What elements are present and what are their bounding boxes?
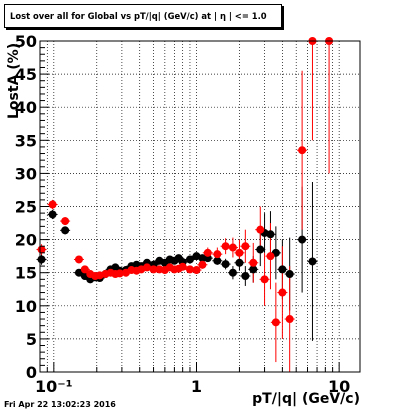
marker-black	[48, 210, 57, 219]
marker-black	[61, 226, 70, 235]
marker-red	[278, 288, 287, 297]
marker-red	[260, 275, 269, 284]
marker-black	[249, 265, 258, 274]
marker-black	[298, 235, 307, 244]
marker-red	[228, 243, 237, 252]
marker-black	[266, 230, 275, 239]
marker-red	[143, 263, 152, 272]
marker-red	[256, 225, 265, 234]
marker-black	[278, 265, 287, 274]
marker-red	[221, 242, 230, 251]
marker-red	[115, 269, 124, 278]
y-tick-label: 5	[26, 330, 37, 349]
marker-black	[285, 270, 294, 279]
marker-red	[178, 262, 187, 271]
marker-red	[80, 265, 89, 274]
marker-red	[61, 217, 70, 226]
marker-black	[185, 255, 194, 264]
marker-red	[285, 315, 294, 324]
y-axis-label: LostA (%)	[6, 42, 22, 119]
marker-red	[203, 248, 212, 257]
y-tick-label: 10	[15, 297, 37, 316]
marker-red	[249, 258, 258, 267]
marker-black	[213, 256, 222, 265]
marker-red	[192, 266, 201, 275]
y-tick-label: 35	[15, 131, 37, 150]
marker-black	[308, 257, 317, 266]
y-tick-label: 15	[15, 264, 37, 283]
marker-red	[185, 265, 194, 274]
x-tick-label: 1	[191, 377, 202, 396]
timestamp: Fri Apr 22 13:02:23 2016	[4, 400, 116, 409]
marker-red	[213, 250, 222, 259]
marker-red	[48, 200, 57, 209]
y-tick-label: 25	[15, 198, 37, 217]
y-tick-label: 20	[15, 231, 37, 250]
data-markers	[37, 37, 334, 327]
marker-red	[198, 260, 207, 269]
marker-red	[266, 252, 275, 261]
y-tick-label: 45	[15, 65, 37, 84]
x-axis-label: pT/|q| (GeV/c)	[252, 391, 360, 407]
x-tick-label: 10⁻¹	[35, 377, 73, 396]
marker-black	[235, 258, 244, 267]
grid-lines	[39, 41, 360, 372]
marker-red	[149, 265, 158, 274]
marker-red	[271, 318, 280, 327]
marker-black	[241, 272, 250, 281]
y-tick-label: 0	[26, 363, 37, 382]
marker-black	[221, 260, 230, 269]
marker-red	[37, 245, 46, 254]
x-tick-label: 10	[328, 377, 350, 396]
marker-black	[74, 268, 83, 277]
marker-red	[298, 146, 307, 155]
marker-red	[74, 255, 83, 264]
marker-black	[256, 245, 265, 254]
tick-labels: 0 5 10 15 20 25 30 35 40 45 50 10⁻¹ 1 10	[15, 32, 351, 396]
y-tick-label: 50	[15, 32, 37, 51]
y-tick-label: 30	[15, 164, 37, 183]
axis-ticks	[39, 40, 340, 373]
marker-red	[235, 248, 244, 257]
marker-red	[241, 242, 250, 251]
chart-title-box: Lost over all for Global vs pT/|q| (GeV/…	[4, 4, 282, 28]
chart-title: Lost over all for Global vs pT/|q| (GeV/…	[10, 11, 267, 21]
y-tick-label: 40	[15, 98, 37, 117]
marker-black	[228, 268, 237, 277]
